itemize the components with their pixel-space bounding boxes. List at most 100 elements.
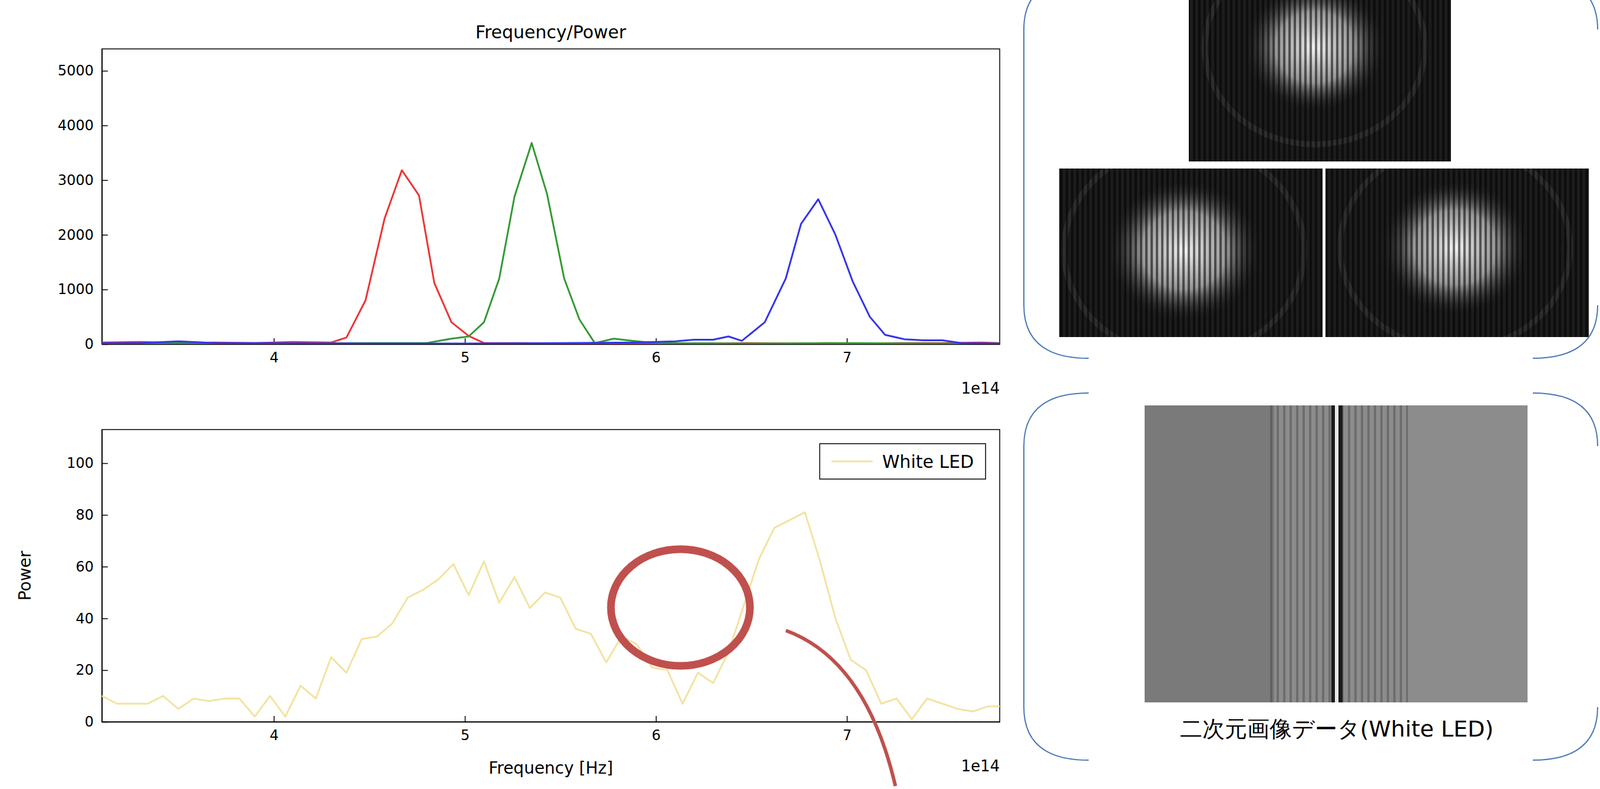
y-tick-label: 1000	[57, 281, 94, 298]
central-fringe	[1334, 405, 1339, 703]
y-tick-mark	[101, 721, 108, 723]
y-axis: 0 1000 2000 3000 4000 5000	[57, 49, 108, 353]
y-tick-mark	[101, 669, 108, 671]
fringe-image	[1325, 168, 1589, 337]
x-tick-mark	[464, 715, 466, 722]
y-axis-line	[101, 430, 104, 723]
y-axis-title: Power	[15, 550, 35, 601]
y-tick: 0	[84, 713, 108, 730]
x-axis-line	[102, 721, 1001, 723]
panel-bracket	[1532, 706, 1598, 760]
x-tick-mark	[846, 715, 848, 722]
y-tick-mark	[101, 566, 108, 568]
image-caption: 二次元画像データ(White LED)	[1179, 715, 1494, 742]
x-axis: 4 5 6 7	[102, 715, 1001, 744]
x-tick-label: 4	[269, 726, 279, 744]
y-tick: 60	[75, 558, 108, 575]
x-tick-label: 7	[842, 349, 852, 366]
y-tick: 80	[75, 506, 108, 524]
x-tick: 5	[460, 715, 470, 744]
series-line	[101, 511, 1000, 719]
y-tick: 0	[84, 335, 108, 353]
y-tick: 40	[75, 610, 108, 627]
y-tick-mark	[101, 125, 108, 127]
image-background	[1188, 0, 1451, 162]
image-background	[1059, 168, 1323, 337]
page: 4567010002000300040005000Frequency/Power…	[0, 0, 1600, 789]
x-tick: 5	[460, 338, 470, 366]
y-tick: 4000	[57, 117, 108, 134]
image-fringes	[1059, 168, 1323, 337]
y-tick-label: 20	[75, 661, 94, 679]
x-tick-mark	[273, 715, 276, 722]
chart-title: Frequency/Power	[475, 21, 627, 43]
x-tick-label: 6	[651, 349, 661, 366]
image-fringes	[1325, 168, 1589, 337]
panel-bracket	[1532, 392, 1598, 446]
image-fringes	[1188, 0, 1451, 162]
y-tick: 3000	[57, 172, 108, 189]
y-tick-mark	[101, 70, 108, 72]
panel-bracket	[1532, 0, 1598, 30]
x-tick-label: 7	[842, 726, 852, 744]
legend-swatch	[831, 460, 873, 463]
y-tick-label: 0	[84, 335, 94, 353]
image-shade	[1144, 405, 1275, 703]
panel-bracket	[1023, 0, 1089, 359]
fringe-image	[1059, 168, 1323, 337]
image-background	[1144, 405, 1528, 703]
y-tick-mark	[101, 617, 108, 620]
fringe-image	[1188, 0, 1451, 162]
y-tick-mark	[101, 514, 108, 517]
y-tick-label: 2000	[57, 226, 94, 244]
y-axis-line	[101, 49, 104, 345]
y-tick-mark	[101, 463, 108, 465]
plot-area	[101, 511, 1000, 719]
y-tick-label: 4000	[57, 117, 94, 134]
y-tick-label: 100	[66, 454, 94, 472]
legend-label: White LED	[881, 451, 974, 472]
y-tick-mark	[101, 179, 108, 181]
x-tick-label: 5	[460, 349, 470, 366]
plot-frame	[101, 429, 1000, 722]
y-tick: 1000	[57, 281, 108, 298]
axis-offset-label: 1e14	[960, 756, 1000, 775]
y-tick-label: 40	[75, 610, 94, 627]
panel-bracket	[1023, 392, 1089, 760]
x-tick-label: 6	[651, 726, 661, 744]
y-tick-label: 3000	[57, 172, 94, 189]
pointer-line	[785, 630, 896, 786]
plot-frame	[101, 48, 1000, 345]
x-tick: 7	[842, 715, 852, 744]
image-background	[1325, 168, 1589, 337]
axis-offset-label: 1e14	[960, 379, 1000, 398]
x-axis-title: Frequency [Hz]	[488, 758, 613, 778]
plot-area	[101, 143, 1000, 344]
y-tick-label: 5000	[57, 62, 94, 79]
y-tick: 20	[75, 661, 108, 679]
x-tick-mark	[655, 715, 657, 722]
series-line	[101, 199, 1000, 344]
y-tick: 2000	[57, 226, 108, 244]
y-tick-mark	[101, 289, 108, 291]
x-tick-label: 5	[460, 726, 470, 744]
legend-box	[819, 443, 986, 479]
y-axis: 0 20 40 60 80 100	[66, 430, 108, 731]
y-tick-label: 60	[75, 558, 94, 575]
central-fringe	[1338, 405, 1343, 703]
y-tick-label: 80	[75, 506, 94, 524]
y-tick: 100	[66, 454, 108, 472]
image-fringes	[1266, 405, 1408, 703]
highlight-ellipse	[610, 549, 750, 666]
central-fringe	[1331, 405, 1335, 703]
series-line	[101, 170, 1000, 344]
y-tick-label: 0	[84, 713, 94, 730]
interferogram-image	[1144, 405, 1528, 703]
y-tick-mark	[101, 234, 108, 236]
y-tick: 5000	[57, 62, 108, 79]
x-tick: 4	[269, 715, 279, 744]
panel-bracket	[1532, 305, 1598, 359]
x-tick: 6	[651, 715, 661, 744]
series-line	[101, 143, 1000, 344]
legend: White LED	[819, 443, 986, 479]
